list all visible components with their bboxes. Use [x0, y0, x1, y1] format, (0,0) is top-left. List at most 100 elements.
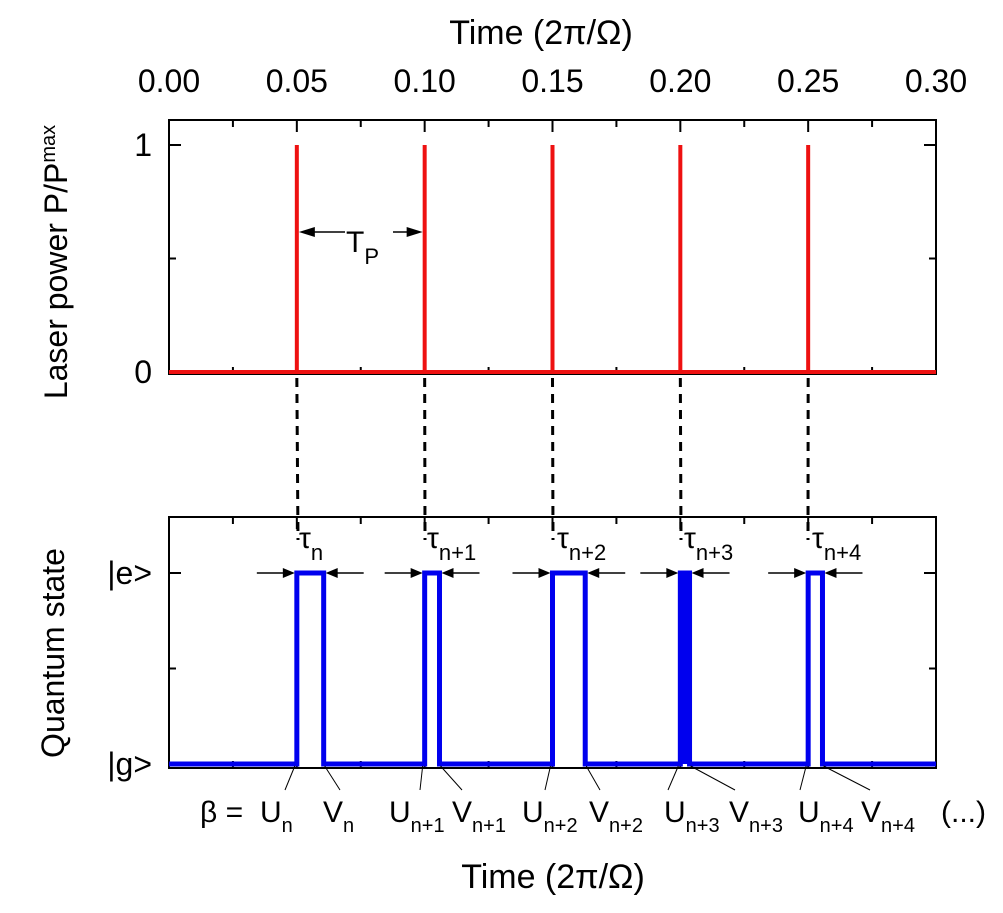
bottom-panel-ticks: |g> |e> — [107, 517, 937, 782]
top-xtick-label: 0.05 — [266, 63, 328, 99]
v-label-main: V — [729, 796, 749, 829]
tau-label: τn+2 — [557, 522, 606, 565]
pulse-connector-dash — [678, 377, 683, 541]
v-label-main: V — [323, 796, 343, 829]
top-axis-title: Time (2π/Ω) — [449, 14, 633, 52]
top-xtick-label: 0.00 — [138, 63, 200, 99]
period-label-sub: P — [364, 244, 379, 269]
u-label-main: U — [260, 796, 282, 829]
period-label: TP — [346, 226, 379, 269]
tau-label-main: τ — [684, 522, 696, 555]
v-leader-line — [440, 765, 463, 791]
tau-label-main: τ — [427, 522, 439, 555]
u-label: Un+3 — [664, 796, 720, 837]
tau-label-main: τ — [557, 522, 569, 555]
tau-label: τn+4 — [812, 522, 861, 565]
tau-arrow-right-head — [691, 568, 704, 578]
top-xtick-label: 0.20 — [649, 63, 711, 99]
v-label: Vn+2 — [589, 796, 643, 837]
state-excited-label: |e> — [107, 555, 152, 591]
u-label: Un+2 — [522, 796, 578, 837]
top-ytick-label: 0 — [134, 354, 152, 390]
u-label-main: U — [522, 796, 544, 829]
u-label-sub: n+3 — [686, 815, 720, 837]
v-label-sub: n — [343, 815, 354, 837]
tau-arrow-left-head — [282, 568, 295, 578]
v-label-main: V — [452, 796, 472, 829]
tau-label: τn+3 — [684, 522, 733, 565]
u-leader-line — [544, 765, 551, 791]
period-label-main: T — [346, 226, 364, 259]
period-arrow-right-head — [406, 227, 423, 237]
top-ytick-label: 1 — [134, 127, 152, 163]
top-xtick-label: 0.10 — [394, 63, 456, 99]
tau-arrow-right-head — [824, 568, 837, 578]
tau-label-sub: n+1 — [439, 540, 476, 565]
tau-arrow-right-head — [587, 568, 600, 578]
v-leader-line — [690, 765, 736, 791]
v-label: Vn+3 — [729, 796, 783, 837]
v-label: Vn+1 — [452, 796, 506, 837]
v-leader-line — [324, 765, 341, 791]
tau-arrow-right-head — [441, 568, 454, 578]
top-xtick-label: 0.25 — [777, 63, 839, 99]
tau-label-sub: n+4 — [824, 540, 861, 565]
quantum-state-series — [169, 570, 936, 767]
state-ground-label: |g> — [107, 746, 152, 782]
pulse-connector-dash — [551, 377, 555, 541]
tau-arrow-left-head — [410, 568, 423, 578]
tau-label-sub: n+3 — [696, 540, 733, 565]
tau-label: τn+1 — [427, 522, 476, 565]
top-panel-ticks: 0.00 0.05 0.10 0.15 0.20 0.25 0.30 0 1 — [134, 63, 967, 390]
bottom-ylabel-group: Quantum state — [35, 548, 71, 758]
ellipsis-label: (...) — [941, 796, 986, 829]
u-label: Un — [260, 796, 293, 837]
connector-lines — [295, 377, 810, 541]
v-label: Vn+4 — [861, 796, 915, 837]
tau-arrow-left-head — [794, 568, 807, 578]
bottom-ylabel: Quantum state — [35, 548, 71, 758]
top-ylabel-group: Laser power P/Pmax — [38, 125, 74, 399]
u-label-sub: n — [282, 815, 293, 837]
u-label: Un+4 — [798, 796, 854, 837]
tau-label-main: τ — [299, 522, 311, 555]
v-label-sub: n+1 — [472, 815, 506, 837]
v-label-sub: n+3 — [749, 815, 783, 837]
u-leader-line — [284, 765, 296, 791]
u-label-main: U — [389, 796, 411, 829]
u-label-main: U — [664, 796, 686, 829]
v-label-sub: n+4 — [881, 815, 915, 837]
v-label-sub: n+2 — [609, 815, 643, 837]
v-leader-line — [823, 765, 871, 791]
u-label-sub: n+1 — [411, 815, 445, 837]
u-label-sub: n+2 — [544, 815, 578, 837]
tau-arrow-left-head — [538, 568, 551, 578]
u-leader-line — [419, 765, 424, 791]
v-label-main: V — [589, 796, 609, 829]
top-xtick-label: 0.15 — [521, 63, 583, 99]
top-ylabel-main: Laser power P/P — [38, 163, 74, 400]
tau-label-main: τ — [812, 522, 824, 555]
tau-arrow-right-head — [325, 568, 338, 578]
quantum-state-line — [169, 570, 936, 767]
pulse-connector-dash — [295, 377, 300, 541]
bottom-axis-title: Time (2π/Ω) — [461, 858, 645, 896]
laser-power-series — [169, 145, 936, 374]
u-leader-line — [799, 765, 807, 791]
v-label-main: V — [861, 796, 881, 829]
v-label: Vn — [323, 796, 354, 837]
u-leader-line — [667, 765, 679, 791]
tau-label: τn — [299, 522, 323, 565]
v-leader-line — [585, 765, 601, 791]
u-label-main: U — [798, 796, 820, 829]
u-label: Un+1 — [389, 796, 445, 837]
top-ylabel-sub: max — [38, 125, 60, 163]
tau-label-sub: n — [311, 540, 323, 565]
period-arrow-left-head — [298, 227, 315, 237]
u-label-sub: n+4 — [820, 815, 854, 837]
tau-label-sub: n+2 — [569, 540, 606, 565]
tau-arrow-left-head — [666, 568, 679, 578]
top-xtick-label: 0.30 — [905, 63, 967, 99]
